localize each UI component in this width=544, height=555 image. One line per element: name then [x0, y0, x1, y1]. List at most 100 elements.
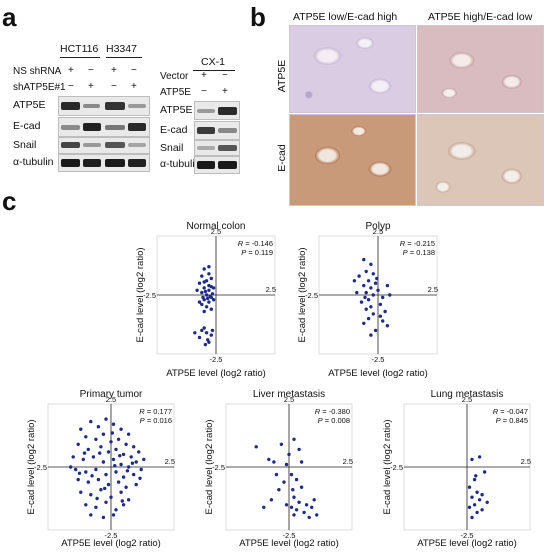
data-point [470, 457, 474, 462]
blot-band [128, 159, 146, 167]
chart-title: Normal colon [187, 221, 246, 232]
condition-mark: − [88, 65, 94, 76]
data-point [79, 427, 83, 431]
blot-band [128, 104, 146, 108]
data-point [74, 467, 78, 472]
data-point [369, 333, 373, 337]
data-point [89, 493, 93, 497]
data-point [310, 505, 314, 509]
data-point [357, 274, 361, 278]
data-point [289, 505, 294, 509]
tick-label-y-max: 2.5 [462, 395, 472, 404]
data-point [119, 427, 123, 431]
condition-label-vector: Vector [160, 71, 189, 82]
tick-label-x-max: 2.5 [165, 457, 175, 466]
data-point [355, 290, 359, 295]
stat-p: P = 0.008 [318, 416, 350, 425]
tick-label-x-min: -2.5 [212, 463, 225, 472]
data-point [118, 454, 122, 458]
data-point [209, 333, 213, 337]
data-point [86, 480, 91, 484]
y-axis-label: E-cad level (log2 ratio) [382, 419, 393, 514]
data-point [364, 307, 368, 311]
stat-p: P = 0.845 [496, 416, 528, 425]
data-point [114, 508, 118, 512]
data-point [99, 445, 103, 449]
blot-strip-atp5e-right [194, 101, 240, 120]
data-point [94, 437, 98, 441]
data-point [381, 295, 385, 300]
data-point [388, 293, 392, 297]
data-point [197, 281, 202, 285]
tick-label-y-max: 2.5 [373, 227, 383, 236]
tick-label-y-max: 2.5 [211, 227, 221, 236]
data-point [378, 302, 383, 307]
stat-r: R = -0.215 [400, 239, 435, 248]
data-point [120, 499, 125, 503]
data-point [114, 470, 118, 474]
data-point [126, 432, 131, 436]
data-point [197, 300, 202, 304]
tick-label-y-max: 2.5 [106, 395, 116, 404]
data-point [109, 440, 113, 444]
data-point [111, 457, 116, 462]
blot-band [197, 109, 215, 113]
data-point [130, 461, 135, 465]
data-point [277, 488, 281, 492]
data-point [200, 274, 204, 278]
data-point [369, 305, 373, 309]
data-point [139, 467, 143, 472]
data-point [101, 460, 106, 464]
data-point [470, 515, 474, 520]
scatter-chart-normal-colon: Normal colon 2.5 -2.5 2.5 -2.5 R = -0.146 P = … [128, 218, 276, 380]
blot-band [105, 142, 125, 148]
data-point [91, 455, 96, 459]
data-point [364, 269, 368, 274]
data-point [200, 328, 204, 333]
data-point [480, 493, 484, 497]
blot-band [61, 159, 80, 167]
tick-label-y-min: -2.5 [105, 531, 118, 540]
blot-band [218, 107, 237, 115]
data-point [475, 510, 479, 515]
condition-mark: − [68, 81, 74, 92]
ihc-col-title-low: ATP5E low/E-cad high [293, 11, 398, 23]
condition-mark: − [222, 70, 228, 81]
condition-mark: + [88, 81, 94, 92]
data-point [292, 437, 296, 441]
condition-mark: + [68, 65, 74, 76]
data-point [207, 265, 211, 269]
scatter-chart-primary-tumor: Primary tumor 2.5 -2.5 2.5 -2.5 R = 0.177 P = … [12, 386, 182, 550]
stat-r: R = 0.177 [139, 407, 172, 416]
data-point [371, 293, 375, 297]
data-point [116, 480, 121, 484]
data-point [84, 503, 88, 507]
data-point [142, 457, 146, 462]
blot-band [83, 159, 101, 167]
tick-label-y-min: -2.5 [372, 355, 385, 364]
blot-band [105, 102, 125, 110]
cell-line-cx1: CX-1 [201, 56, 225, 68]
tick-label-x-min: -2.5 [34, 463, 47, 472]
tick-label-x-max: 2.5 [428, 285, 438, 294]
tick-label-x-min: -2.5 [390, 463, 403, 472]
data-point [202, 280, 206, 284]
data-point [121, 475, 126, 479]
data-point [202, 286, 206, 290]
x-axis-label: ATP5E level (log2 ratio) [61, 538, 161, 549]
stat-p: P = 0.016 [140, 416, 172, 425]
condition-label-ns-shrna: NS shRNA [13, 66, 62, 77]
blot-row-label-atp5e: ATP5E [13, 99, 46, 111]
blot-strip-ecad-left [58, 117, 150, 137]
data-point [79, 490, 83, 494]
blot-row-label-snail: Snail [160, 142, 184, 154]
data-point [206, 338, 210, 342]
blot-band [128, 123, 146, 131]
blot-band [105, 159, 125, 167]
data-point [195, 288, 199, 292]
chart-title: Liver metastasis [253, 389, 325, 400]
blot-strip-snail-right [194, 140, 240, 156]
stat-r: R = -0.380 [315, 407, 350, 416]
condition-mark: + [111, 65, 117, 76]
